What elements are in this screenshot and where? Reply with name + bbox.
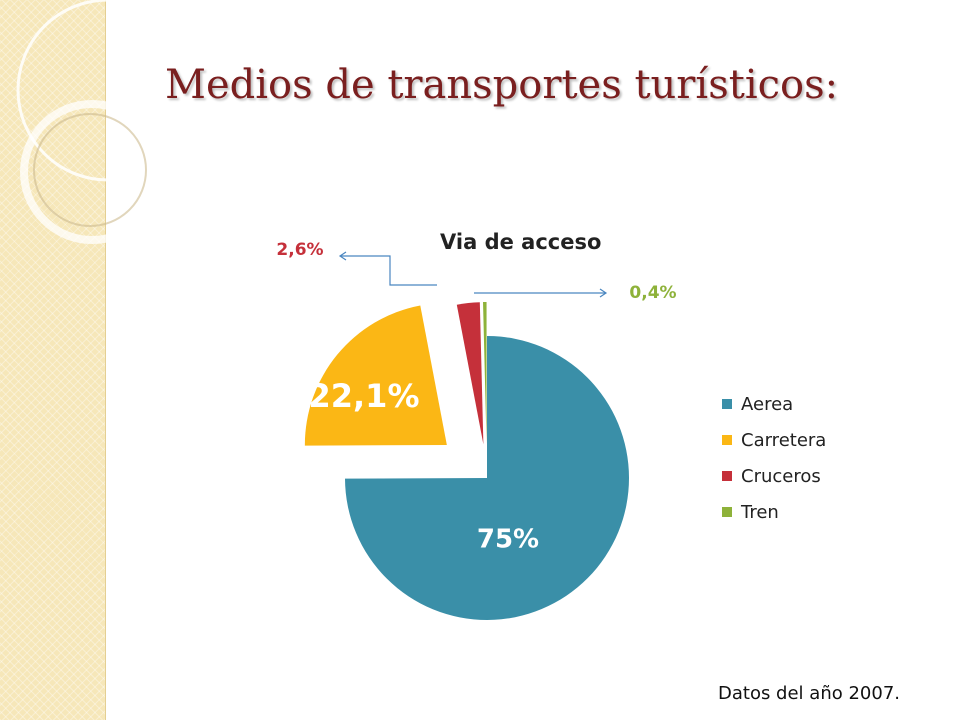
legend-swatch-cruceros: [722, 471, 732, 481]
slide-title: Medios de transportes turísticos:: [165, 62, 839, 108]
legend-item-cruceros: Cruceros: [722, 458, 826, 494]
data-label-tren: 0,4%: [629, 283, 676, 303]
legend-label-aerea: Aerea: [741, 393, 794, 415]
legend-item-carretera: Carretera: [722, 422, 826, 458]
legend-label-cruceros: Cruceros: [741, 465, 821, 487]
legend-item-tren: Tren: [722, 494, 826, 530]
pie-slice-carretera: [304, 305, 447, 446]
data-label-cruceros: 2,6%: [276, 240, 323, 260]
legend-swatch-aerea: [722, 399, 732, 409]
footnote: Datos del año 2007.: [718, 683, 900, 704]
callout-line-cruceros: [338, 251, 437, 286]
decorative-circles: [16, 0, 180, 244]
legend-item-aerea: Aerea: [722, 386, 826, 422]
chart-title: Via de acceso: [440, 230, 602, 254]
legend-swatch-carretera: [722, 435, 732, 445]
legend-swatch-tren: [722, 507, 732, 517]
legend-label-carretera: Carretera: [741, 429, 827, 451]
callout-line-tren: [474, 288, 608, 298]
data-label-carretera: 22,1%: [308, 377, 419, 415]
pie-slice-cruceros: [456, 302, 484, 445]
pie-slice-aerea: [345, 336, 629, 621]
pie-slice-tren: [483, 302, 487, 445]
data-label-aerea: 75%: [477, 525, 539, 555]
chart-legend: Aerea Carretera Cruceros Tren: [722, 386, 826, 530]
legend-label-tren: Tren: [741, 501, 779, 523]
